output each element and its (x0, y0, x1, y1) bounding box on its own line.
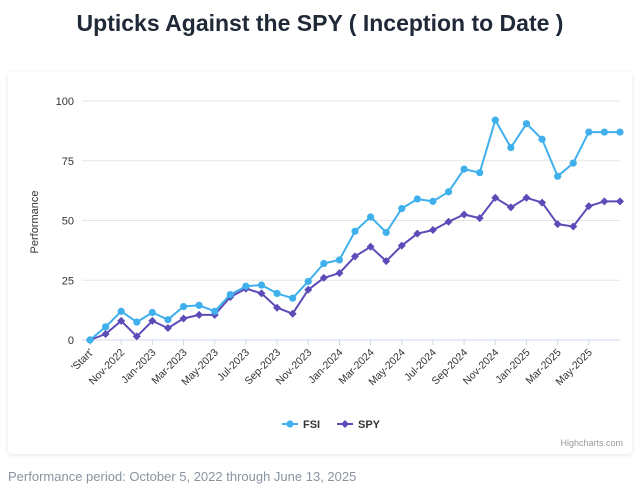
data-point-spy[interactable] (148, 316, 157, 325)
data-point-spy[interactable] (428, 226, 437, 235)
y-tick-label: 0 (68, 335, 74, 347)
data-point-fsi[interactable] (257, 281, 266, 289)
data-point-fsi[interactable] (600, 128, 609, 136)
y-tick-label: 75 (62, 156, 74, 168)
data-point-spy[interactable] (397, 241, 406, 250)
data-point-fsi[interactable] (133, 318, 141, 326)
data-point-spy[interactable] (600, 197, 609, 206)
legend-item-fsi[interactable]: FSI (282, 419, 320, 431)
legend-label: FSI (303, 419, 320, 431)
data-point-spy[interactable] (413, 229, 422, 238)
data-point-spy[interactable] (179, 314, 188, 323)
data-point-spy[interactable] (195, 310, 204, 319)
data-point-spy[interactable] (101, 330, 110, 339)
data-point-spy[interactable] (257, 289, 266, 298)
data-point-spy[interactable] (335, 269, 344, 278)
data-point-spy[interactable] (616, 197, 624, 206)
data-point-fsi[interactable] (273, 289, 281, 297)
data-point-fsi[interactable] (304, 277, 312, 286)
data-point-spy[interactable] (506, 203, 515, 212)
data-point-fsi[interactable] (117, 307, 125, 315)
data-point-spy[interactable] (273, 303, 282, 312)
data-point-fsi[interactable] (242, 282, 250, 290)
y-tick-label: 100 (56, 96, 74, 108)
data-point-fsi[interactable] (491, 116, 499, 124)
data-point-spy[interactable] (584, 202, 593, 211)
circle-marker-icon (286, 420, 294, 428)
data-point-fsi[interactable] (522, 120, 531, 128)
data-point-fsi[interactable] (616, 128, 624, 136)
data-point-fsi[interactable] (226, 290, 234, 299)
data-point-fsi[interactable] (382, 228, 390, 237)
data-point-spy[interactable] (163, 324, 172, 333)
data-point-fsi[interactable] (335, 256, 344, 264)
data-point-spy[interactable] (522, 193, 531, 202)
data-point-fsi[interactable] (538, 135, 546, 143)
data-point-fsi[interactable] (211, 307, 219, 315)
data-point-fsi[interactable] (320, 259, 328, 268)
data-point-spy[interactable] (132, 332, 141, 341)
data-point-fsi[interactable] (86, 336, 94, 344)
data-point-fsi[interactable] (569, 159, 577, 167)
data-point-spy[interactable] (117, 316, 126, 325)
data-point-spy[interactable] (351, 252, 359, 261)
y-tick-label: 25 (62, 275, 74, 287)
x-tick-label: 'Start' (69, 347, 96, 374)
chart-title: Upticks Against the SPY ( Inception to D… (76, 10, 564, 36)
data-point-spy[interactable] (475, 214, 484, 223)
data-point-fsi[interactable] (554, 172, 562, 180)
data-point-fsi[interactable] (507, 144, 515, 152)
performance-period-note: Performance period: October 5, 2022 thro… (8, 469, 357, 484)
chart-card: 0 25 50 75 100 'Start' Nov-2022 Jan-2023 Mar-202… (8, 72, 632, 454)
data-point-fsi[interactable] (476, 169, 484, 177)
data-point-fsi[interactable] (289, 294, 297, 302)
diamond-marker-icon (341, 420, 349, 428)
data-point-fsi[interactable] (366, 213, 375, 221)
data-point-fsi[interactable] (195, 301, 203, 309)
legend-item-spy[interactable]: SPY (337, 419, 381, 431)
data-point-fsi[interactable] (429, 197, 437, 205)
data-point-spy[interactable] (366, 242, 375, 251)
data-point-spy[interactable] (538, 198, 547, 207)
data-point-spy[interactable] (491, 193, 500, 202)
highcharts-credit[interactable]: Highcharts.com (560, 438, 623, 448)
data-point-fsi[interactable] (351, 227, 359, 235)
data-point-spy[interactable] (319, 273, 328, 282)
data-point-fsi[interactable] (585, 128, 593, 136)
data-point-spy[interactable] (460, 210, 469, 219)
data-point-spy[interactable] (382, 257, 391, 266)
data-point-fsi[interactable] (164, 316, 172, 324)
data-point-fsi[interactable] (444, 188, 453, 196)
series-fsi[interactable] (86, 116, 624, 344)
line-chart: 0255075100'Start'Nov-2022Jan-2023Mar-202… (29, 96, 624, 448)
data-point-fsi[interactable] (148, 308, 156, 317)
data-point-fsi[interactable] (398, 204, 406, 213)
y-axis-label: Performance (29, 191, 41, 254)
y-tick-label: 50 (62, 216, 74, 228)
data-point-spy[interactable] (304, 285, 313, 294)
data-point-fsi[interactable] (101, 323, 110, 331)
data-point-spy[interactable] (553, 220, 562, 229)
data-point-fsi[interactable] (460, 165, 468, 173)
data-point-fsi[interactable] (179, 302, 188, 311)
legend-label: SPY (358, 419, 381, 431)
data-point-spy[interactable] (288, 309, 297, 318)
series-spy[interactable] (86, 193, 624, 344)
data-point-spy[interactable] (444, 217, 453, 226)
data-point-fsi[interactable] (413, 195, 421, 203)
data-point-spy[interactable] (569, 222, 578, 231)
